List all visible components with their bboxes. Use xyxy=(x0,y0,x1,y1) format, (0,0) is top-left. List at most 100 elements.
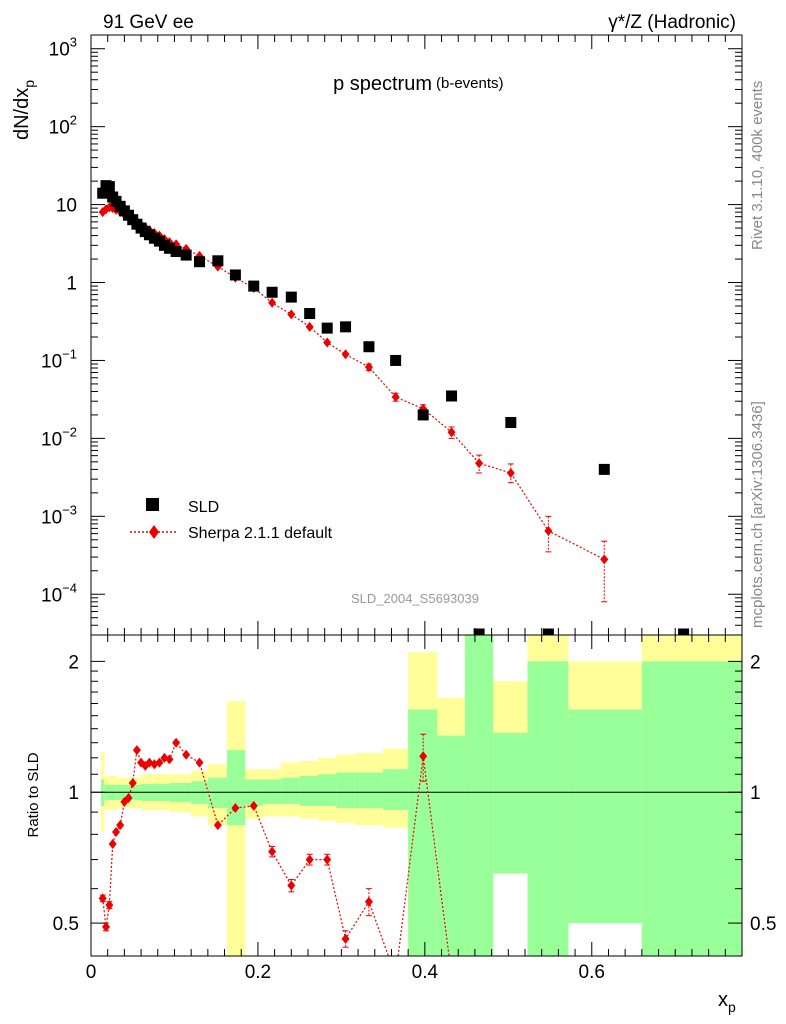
ratio-point xyxy=(172,737,181,748)
header-process: 91 GeV ee xyxy=(103,12,194,33)
x-tick-label: 0 xyxy=(86,962,97,983)
uncertainty-band-1sigma xyxy=(318,774,337,806)
sld-point xyxy=(285,291,297,303)
rivet-version-label: Rivet 3.1.10, 400k events xyxy=(749,81,766,250)
sherpa-point xyxy=(391,391,400,402)
ratio-point xyxy=(116,820,125,831)
sld-point xyxy=(97,187,109,199)
ratio-tick-label-left: 0.5 xyxy=(53,914,79,935)
plot-subtitle: (b-events) xyxy=(436,75,504,92)
y-tick-label-base: 10 xyxy=(41,585,62,606)
sld-point xyxy=(194,256,205,268)
svg-text:dN/dxp: dN/dxp xyxy=(11,80,37,140)
ratio-point xyxy=(341,933,350,944)
x-axis-label: xp xyxy=(718,989,736,1015)
main-panel: p spectrum (b-events) SLD_2004_S5693039 … xyxy=(11,34,743,640)
y-tick-label-exponent: −4 xyxy=(62,580,77,595)
ratio-tick-label-left: 1 xyxy=(68,783,79,804)
ratio-point xyxy=(132,745,141,756)
ratio-point xyxy=(249,800,258,811)
top-frame xyxy=(90,34,743,636)
ratio-point xyxy=(124,792,133,803)
ratio-tick-label-right: 2 xyxy=(750,652,761,673)
sld-point xyxy=(446,390,458,402)
y-tick-label-exponent: −3 xyxy=(62,502,77,517)
ratio-point xyxy=(108,839,117,850)
uncertainty-band-1sigma xyxy=(262,779,282,804)
y-tick-label: 10−4 xyxy=(41,580,77,606)
ratio-point xyxy=(213,820,222,831)
sherpa-point xyxy=(447,427,456,438)
sherpa-point xyxy=(544,525,553,536)
uncertainty-band-1sigma xyxy=(527,661,569,956)
ratio-point xyxy=(165,754,174,765)
y-axis-label-text: dN/dx xyxy=(11,88,33,140)
uncertainty-band-1sigma xyxy=(383,769,409,811)
sherpa-point xyxy=(341,349,350,360)
legend-label-sherpa: Sherpa 2.1.1 default xyxy=(188,525,333,542)
ratio-point xyxy=(102,921,111,932)
sld-point xyxy=(103,181,115,193)
ratio-point xyxy=(128,778,137,789)
y-axis-label-subscript: p xyxy=(21,80,37,88)
ratio-series xyxy=(98,733,450,956)
sld-point xyxy=(180,249,192,261)
y-tick-label-base: 1 xyxy=(66,274,77,295)
y-tick-label-exponent: 2 xyxy=(70,113,77,128)
y-tick-label: 10−2 xyxy=(41,424,77,450)
legend: SLD Sherpa 2.1.1 default xyxy=(130,498,333,542)
x-axis-label-subscript: p xyxy=(728,999,736,1015)
ratio-tick-label-left: 2 xyxy=(68,652,79,673)
y-tick-label-exponent: −1 xyxy=(62,346,77,361)
y-tick-label-base: 10 xyxy=(41,429,62,450)
y-tick-label-exponent: −2 xyxy=(62,424,77,439)
ratio-point xyxy=(182,749,191,760)
ratio-point xyxy=(287,880,296,891)
sld-point xyxy=(170,246,182,258)
sherpa-series-line xyxy=(102,206,605,560)
x-tick-label: 0.4 xyxy=(412,962,439,983)
uncertainty-band-1sigma xyxy=(464,635,494,956)
legend-marker-sld xyxy=(146,498,159,511)
sld-point xyxy=(598,463,610,475)
uncertainty-band-1sigma xyxy=(207,777,228,808)
sherpa-point xyxy=(268,297,277,308)
sld-point xyxy=(163,242,175,254)
sld-point xyxy=(248,280,260,292)
sherpa-point xyxy=(305,321,314,332)
ratio-point xyxy=(98,893,107,904)
y-tick-label-base: 10 xyxy=(41,351,62,372)
sld-point xyxy=(417,409,429,421)
ratio-point xyxy=(305,854,314,865)
ratio-point xyxy=(364,896,373,907)
ratio-axis-label: Ratio to SLD xyxy=(25,752,42,837)
y-tick-label: 10 xyxy=(56,196,77,217)
bottom-frame xyxy=(90,634,743,957)
y-tick-label-base: 10 xyxy=(56,196,77,217)
sld-point xyxy=(229,269,241,281)
ratio-point xyxy=(419,751,428,762)
y-tick-label-base: 10 xyxy=(49,40,70,61)
y-tick-label: 10−1 xyxy=(41,346,77,372)
y-tick-label-exponent: 3 xyxy=(70,35,77,50)
mcplots-credit-label: mcplots.cern.ch [arXiv:1306.3436] xyxy=(749,401,766,628)
uncertainty-band-1sigma xyxy=(354,772,384,808)
sld-point xyxy=(505,416,517,428)
ratio-point xyxy=(112,827,121,838)
uncertainty-band-1sigma xyxy=(336,772,355,808)
sld-point xyxy=(266,286,278,298)
sherpa-point xyxy=(364,362,373,373)
header-final-state: γ*/Z (Hadronic) xyxy=(608,12,736,33)
ratio-point xyxy=(323,854,332,865)
sherpa-point xyxy=(600,554,609,565)
legend-label-sld: SLD xyxy=(188,499,219,516)
legend-marker-sherpa xyxy=(149,525,159,539)
sld-point xyxy=(340,321,352,333)
sherpa-point xyxy=(287,309,296,320)
ratio-tick-label-right: 1 xyxy=(750,783,761,804)
uncertainty-band-1sigma xyxy=(299,775,319,806)
uncertainty-band-1sigma xyxy=(408,709,438,956)
y-tick-label-base: 10 xyxy=(49,118,70,139)
sld-point xyxy=(321,322,333,334)
